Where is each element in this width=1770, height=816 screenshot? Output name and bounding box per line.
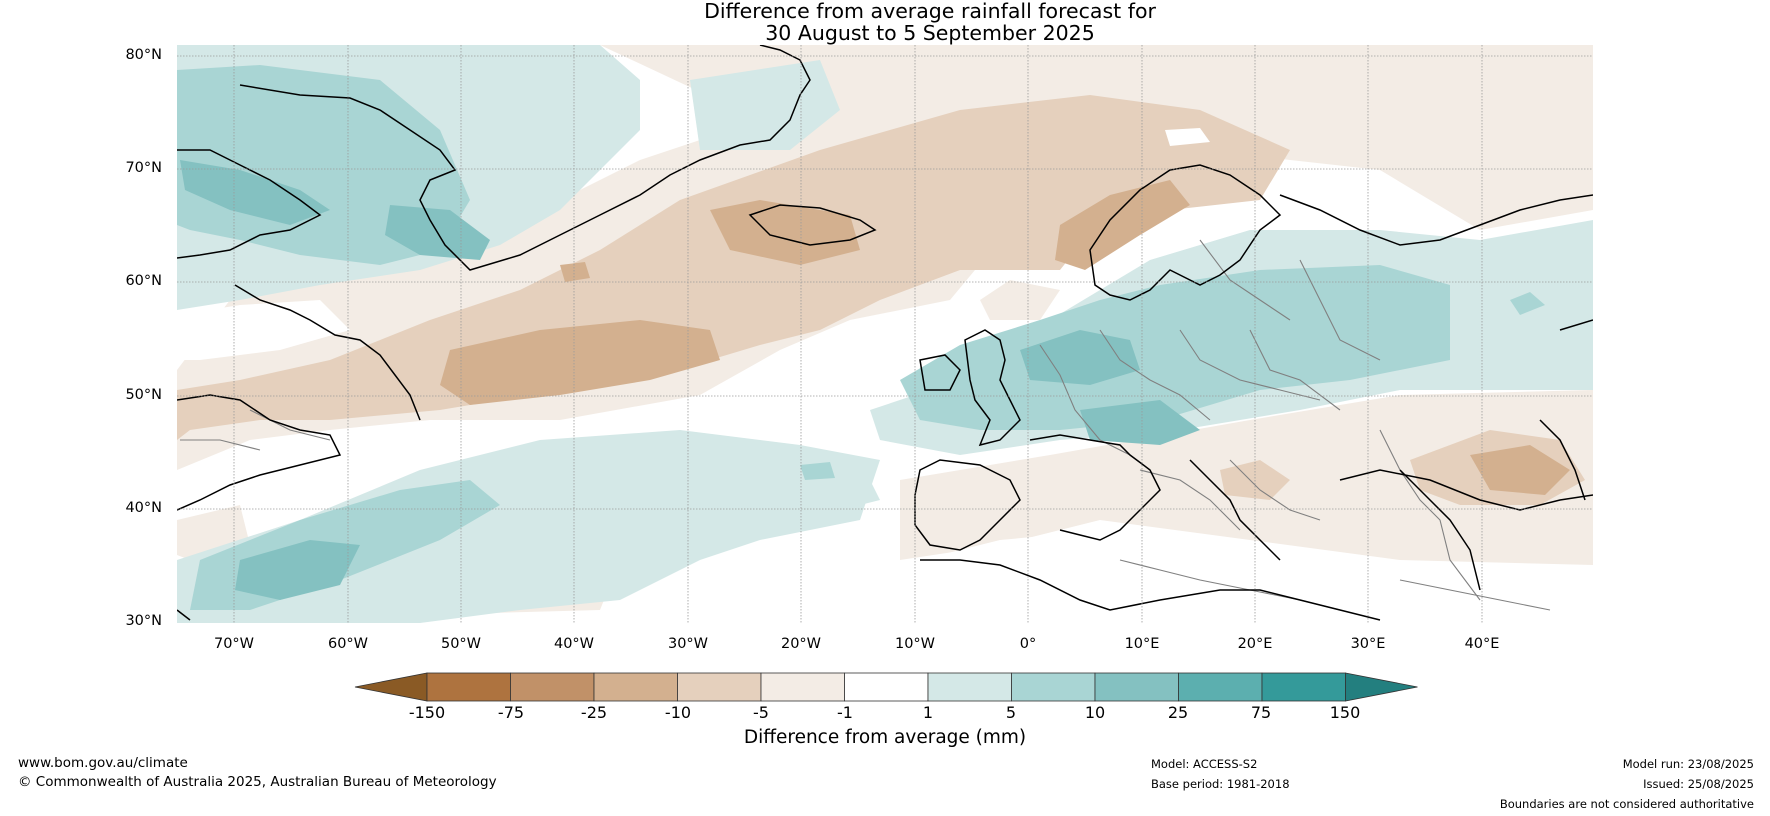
lon-label: 70°W [213,636,255,652]
boundary-disclaimer: Boundaries are not considered authoritat… [1499,797,1754,811]
lon-label: 10°W [894,636,936,652]
lon-label: 20°W [780,636,822,652]
lat-label: 50°N [125,387,162,403]
colorbar-segment [1261,672,1346,702]
colorbar-segment [760,672,845,702]
model-name: Model: ACCESS-S2 [1151,757,1258,771]
colorbar-extend-low [354,672,428,702]
colorbar-tick-label: 150 [1329,703,1361,722]
colorbar-title: Difference from average (mm) [743,727,1027,748]
lon-label: 20°E [1237,636,1273,652]
lon-label: 40°E [1464,636,1500,652]
lat-label: 60°N [125,273,162,289]
base-period: Base period: 1981-2018 [1151,777,1290,791]
colorbar-tick-label: 75 [1250,703,1272,722]
lon-label: 50°W [440,636,482,652]
dry-strong-region [440,180,1570,495]
lon-label: 0° [1019,636,1037,652]
colorbar-tick-label: -150 [408,703,446,722]
graticule [177,45,1593,623]
lat-label: 80°N [125,47,162,63]
colorbar-tick-label: 25 [1167,703,1189,722]
lat-label: 40°N [125,500,162,516]
colorbar [354,672,1418,702]
issued-date: Issued: 25/08/2025 [1643,777,1754,791]
colorbar-tick-label: -10 [664,703,692,722]
colorbar-tick-label: 5 [1005,703,1017,722]
lat-label: 70°N [125,160,162,176]
lon-label: 40°W [553,636,595,652]
colorbar-segment [1178,672,1263,702]
model-run-date: Model run: 23/08/2025 [1622,757,1754,771]
colorbar-tick-label: -25 [580,703,608,722]
colorbar-tick-label: 10 [1084,703,1106,722]
lon-label: 10°E [1124,636,1160,652]
colorbar-segment [1011,672,1096,702]
colorbar-tick-label: 1 [922,703,934,722]
colorbar-tick-label: -1 [837,703,853,722]
lat-label: 30°N [125,613,162,629]
colorbar-segment [1094,672,1179,702]
colorbar-segment [927,672,1012,702]
country-borders [180,239,1551,611]
colorbar-tick-label: -5 [753,703,769,722]
lon-label: 60°W [327,636,369,652]
map-title: Difference from average rainfall forecas… [704,0,1156,23]
copyright-text: © Commonwealth of Australia 2025, Austra… [18,774,497,790]
lon-label: 30°W [667,636,709,652]
colorbar-segment [510,672,595,702]
colorbar-segment [426,672,511,702]
colorbar-tick-label: -75 [497,703,525,722]
lon-label: 30°E [1350,636,1386,652]
coastlines [177,45,1593,621]
colorbar-segment [593,672,678,702]
map-subtitle: 30 August to 5 September 2025 [765,21,1095,45]
colorbar-extend-high [1345,672,1418,702]
colorbar-segment [677,672,762,702]
colorbar-segment [844,672,929,702]
near-normal-region [177,128,1593,623]
website-link[interactable]: www.bom.gov.au/climate [18,755,188,771]
